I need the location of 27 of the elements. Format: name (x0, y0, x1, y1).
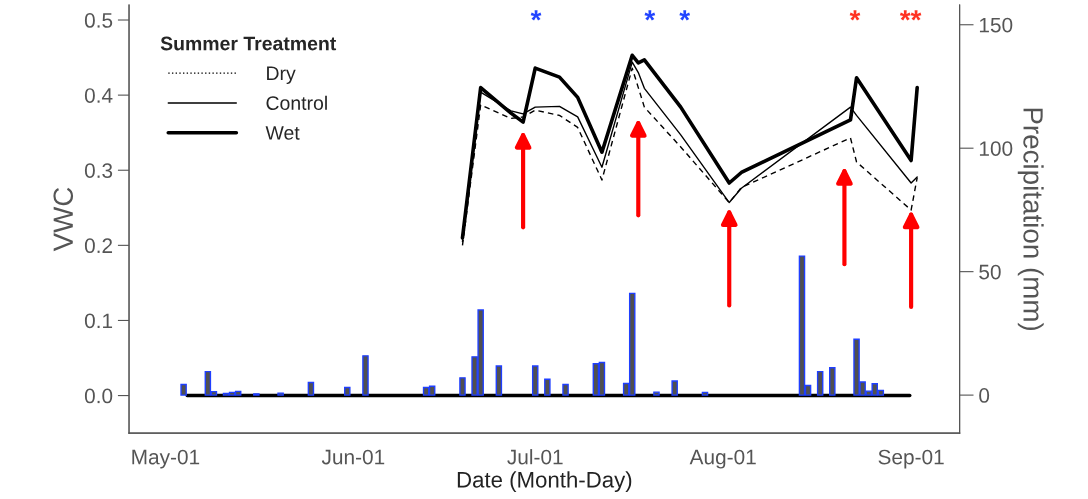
legend-label: Control (266, 95, 327, 110)
annotation: * (644, 10, 656, 21)
annotation: ** (899, 10, 922, 21)
y2-axis-title: Precipitation (mm) (1017, 108, 1044, 331)
legend-label: Wet (265, 126, 300, 140)
y-tick-label: 0.0 (84, 388, 113, 404)
y-tick-label: 0.4 (84, 88, 113, 103)
annotation: * (849, 10, 861, 21)
x-tick-label: Jun-01 (321, 449, 385, 465)
y-tick-label: 0.3 (84, 163, 113, 178)
legend-label: Dry (267, 66, 296, 85)
y2-tick-label: 100 (979, 141, 1013, 156)
y2-tick-label: 50 (979, 264, 1001, 280)
x-axis-title: Date (Month-Day) (457, 471, 632, 493)
x-tick-label: Jul-01 (507, 449, 563, 465)
y-axis-title: VWC (53, 187, 74, 252)
y-tick-label: 0.2 (84, 238, 113, 254)
x-tick-label: Sep-01 (878, 449, 944, 469)
y-tick-label: 0.1 (84, 313, 113, 329)
x-tick-label: May-01 (132, 449, 200, 469)
annotation: * (530, 10, 542, 21)
y2-tick-label: 0 (979, 388, 990, 403)
x-tick-label: Aug-01 (689, 449, 756, 469)
legend-title: Summer Treatment (160, 36, 337, 51)
annotation: * (679, 10, 691, 21)
y2-tick-label: 150 (979, 17, 1013, 33)
y-tick-label: 0.5 (84, 13, 113, 28)
